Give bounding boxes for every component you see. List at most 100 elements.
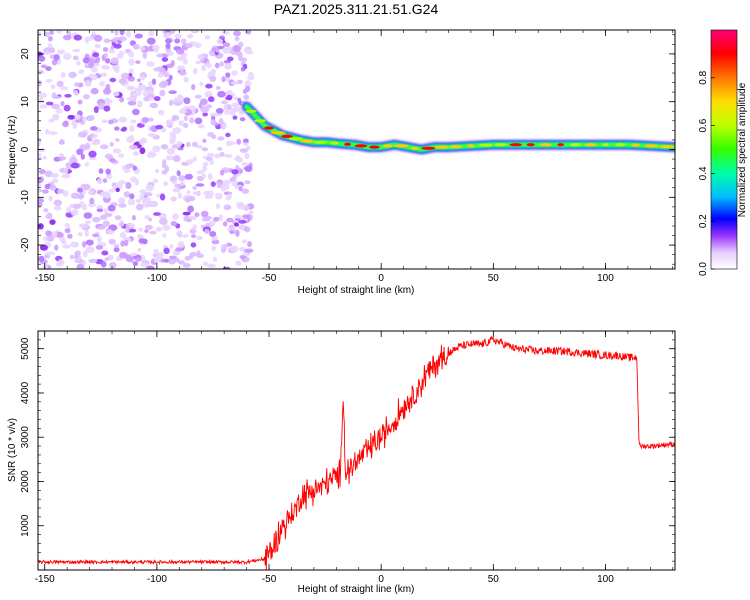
ridge-peak [245, 109, 257, 113]
noise-speck [203, 190, 210, 196]
noise-speck [163, 247, 170, 255]
noise-speck [168, 257, 177, 265]
noise-speck [62, 53, 72, 60]
noise-speck [123, 167, 131, 173]
noise-speck [239, 148, 248, 154]
spectrogram-noise [38, 30, 255, 269]
noise-speck [148, 30, 155, 37]
noise-speck [155, 226, 163, 232]
noise-speck [140, 262, 149, 267]
noise-speck [220, 185, 227, 192]
noise-speck [131, 92, 138, 97]
noise-speck [202, 165, 208, 172]
noise-speck [244, 248, 254, 253]
noise-speck [61, 173, 71, 179]
noise-speck [64, 228, 71, 234]
noise-speck [109, 262, 117, 269]
noise-speck [183, 58, 188, 65]
noise-speck [74, 82, 80, 87]
noise-speck [88, 61, 95, 69]
noise-speck [115, 187, 120, 193]
noise-speck [84, 162, 90, 167]
noise-speck [98, 225, 106, 230]
ridge-peak [584, 143, 597, 147]
noise-speck [162, 224, 171, 231]
noise-speck [44, 170, 53, 178]
noise-speck [139, 138, 145, 146]
ridge-peak [602, 143, 609, 147]
noise-speck [231, 81, 240, 85]
ridge-peak [539, 143, 552, 147]
noise-speck [163, 181, 169, 186]
noise-speck [69, 254, 75, 260]
noise-speck [38, 31, 42, 37]
noise-speck [227, 56, 234, 62]
colorbar-tick-label: 0.2 [698, 214, 709, 228]
noise-speck [208, 96, 215, 103]
noise-speck [126, 96, 135, 101]
noise-speck [186, 159, 194, 165]
noise-speck [192, 191, 201, 196]
noise-speck [182, 211, 191, 216]
ridge-peak [434, 145, 450, 149]
snr-xtick-label: 100 [597, 574, 614, 585]
noise-speck [196, 235, 203, 241]
noise-speck [194, 117, 203, 125]
noise-speck [161, 213, 167, 218]
noise-speck [123, 191, 131, 198]
noise-speck [38, 188, 43, 193]
noise-speck [205, 83, 213, 89]
spectrogram-xtick-label: 50 [488, 273, 500, 284]
noise-speck [214, 62, 220, 69]
noise-speck [139, 147, 146, 155]
noise-speck [195, 183, 205, 187]
noise-speck [108, 119, 114, 125]
noise-speck [177, 94, 183, 99]
noise-speck [74, 114, 81, 120]
snr-x-axis: -150 -100 -50 0 50 100 [35, 331, 674, 585]
noise-speck [204, 91, 213, 98]
snr-ytick-label: 2000 [20, 470, 31, 493]
noise-speck [64, 93, 72, 98]
noise-speck [215, 203, 221, 210]
noise-speck [222, 179, 231, 185]
noise-speck [231, 70, 238, 76]
noise-speck [38, 223, 44, 230]
noise-speck [77, 232, 83, 237]
noise-speck [181, 38, 187, 45]
noise-speck [103, 208, 108, 214]
colorbar-ticks: 0.0 0.2 0.4 0.6 0.8 [698, 70, 715, 276]
noise-speck [130, 252, 138, 257]
noise-speck [90, 126, 98, 131]
noise-speck [146, 61, 155, 67]
ridge-peak [570, 143, 582, 147]
noise-speck [196, 250, 201, 256]
noise-speck [85, 246, 95, 254]
noise-speck [108, 49, 116, 54]
noise-speck [200, 106, 210, 114]
noise-speck [168, 90, 177, 94]
ridge-peak [659, 145, 675, 149]
noise-speck [84, 36, 89, 44]
noise-speck [244, 165, 253, 172]
noise-speck [202, 138, 207, 143]
noise-speck [242, 214, 251, 219]
noise-speck [73, 90, 79, 96]
noise-speck [165, 30, 171, 33]
noise-speck [96, 208, 104, 213]
spectrogram-ytick-label: 10 [20, 96, 31, 108]
noise-speck [200, 98, 208, 105]
noise-speck [179, 70, 187, 76]
noise-speck [42, 189, 49, 194]
noise-speck [147, 132, 156, 137]
noise-speck [90, 87, 99, 95]
noise-speck [202, 112, 208, 117]
noise-speck [82, 94, 90, 100]
noise-speck [211, 47, 217, 52]
noise-speck [108, 188, 116, 193]
noise-speck [38, 197, 45, 204]
noise-speck [80, 183, 90, 189]
noise-speck [243, 138, 249, 143]
colorbar-tick-label: 0.0 [698, 262, 709, 276]
noise-speck [201, 147, 209, 152]
